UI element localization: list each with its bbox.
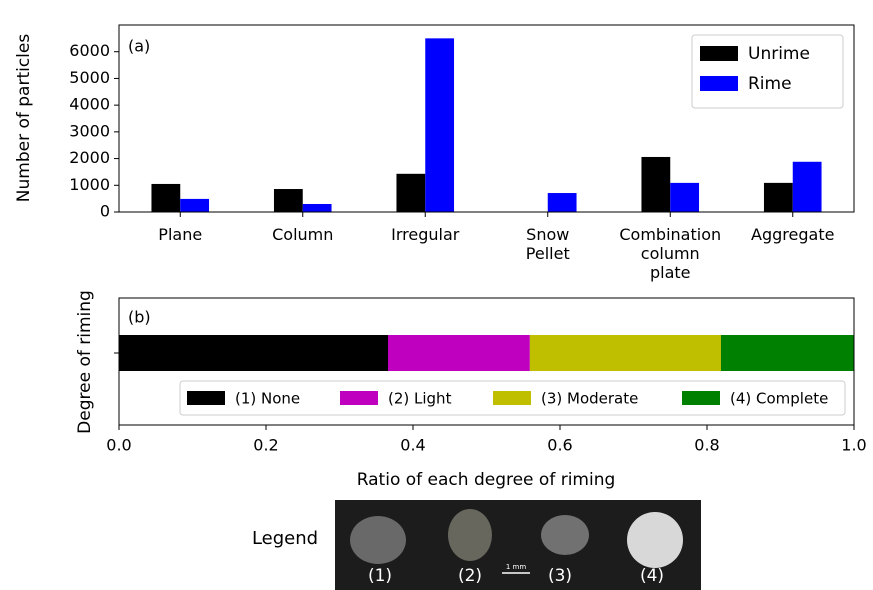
y-axis-label: Degree of riming [75,290,95,434]
x-tick-label: 0.2 [253,436,278,455]
panel-label: (b) [128,308,151,327]
photo-label: (1) [368,566,392,586]
x-tick-label: 0.8 [694,436,719,455]
scale-label: 1 mm [506,563,526,571]
bar [763,182,793,212]
photo-strip: 1 mm [335,500,701,590]
panel-label: (a) [128,37,150,56]
legend-label: (2) Light [388,390,452,408]
x-tick-label: 1.0 [841,436,866,455]
legend-swatch [682,391,720,405]
bar-segment [529,335,721,371]
bar [670,182,700,212]
particle-image [541,515,589,555]
bar [425,38,455,212]
legend-label: (3) Moderate [541,390,638,408]
particle-image [627,512,683,568]
legend-swatch [187,391,225,405]
legend-label: Rime [748,74,792,94]
y-tick-label: 3000 [69,121,110,140]
y-tick-label: 2000 [69,148,110,167]
bar [792,161,822,212]
x-tick-label: Combination column plate [619,225,722,282]
y-tick-label: 5000 [69,68,110,87]
bar [273,189,303,212]
legend-swatch [340,391,378,405]
legend-label: (1) None [235,390,300,408]
particle-image [350,516,406,564]
legend-swatch [493,391,531,405]
x-tick-label: Column [272,225,334,244]
photo-label: (2) [458,566,482,586]
bar [641,156,671,212]
legend-label: Unrime [748,44,810,64]
bar-segment [119,335,389,371]
particle-image [448,509,492,561]
x-axis-label: Ratio of each degree of riming [357,470,616,490]
legend-swatch [700,76,738,91]
y-tick-label: 6000 [69,41,110,60]
x-tick-label: Irregular [391,225,460,244]
bar [396,173,426,212]
x-tick-label: 0.0 [106,436,131,455]
photo-legend-title: Legend [252,528,318,549]
axes-frame [118,297,855,426]
bar [547,193,577,212]
legend-label: (4) Complete [730,390,828,408]
x-tick-label: Plane [158,225,203,244]
axes-frame [118,24,855,213]
y-tick-label: 0 [100,202,110,221]
legend-swatch [700,46,738,61]
bar-segment [388,335,530,371]
photo-label: (4) [640,566,664,586]
bar [302,203,332,212]
photo-label: (3) [548,566,572,586]
x-tick-label: 0.6 [547,436,572,455]
x-tick-label: Aggregate [751,225,835,244]
y-tick-label: 4000 [69,95,110,114]
y-axis-label: Number of particles [14,34,34,203]
x-tick-label: 0.4 [400,436,425,455]
bar [151,183,181,212]
bar [180,198,210,212]
y-tick-label: 1000 [69,175,110,194]
bar-segment [720,335,854,371]
x-tick-label: Snow Pellet [525,225,570,263]
